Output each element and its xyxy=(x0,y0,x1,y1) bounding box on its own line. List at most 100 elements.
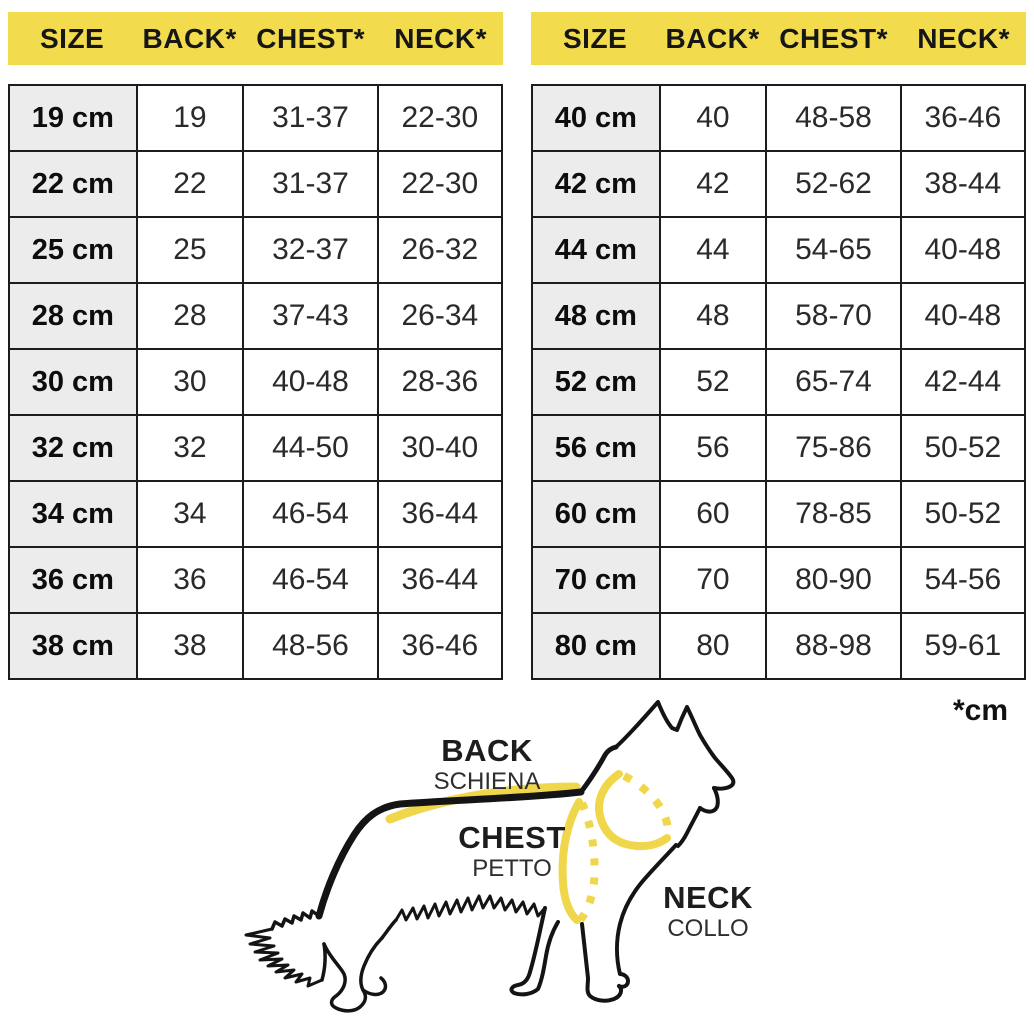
size-cell: 52 cm xyxy=(532,349,660,415)
size-cell: 60 cm xyxy=(532,481,660,547)
column-header: NECK* xyxy=(394,22,487,54)
size-cell: 28 cm xyxy=(9,283,137,349)
chest-label-it: PETTO xyxy=(472,854,552,882)
value-cell: 50-52 xyxy=(900,415,1025,481)
value-cell: 56 xyxy=(659,415,767,481)
value-cell: 42-44 xyxy=(900,349,1025,415)
value-cell: 40-48 xyxy=(900,283,1025,349)
size-cell: 42 cm xyxy=(532,151,660,217)
size-table-small-sizes: SIZE BACK* CHEST* NECK* 19 cm 19 31-37 22-30 22 … xyxy=(8,12,503,680)
value-cell: 48-56 xyxy=(243,613,378,679)
size-cell: 48 cm xyxy=(532,283,660,349)
value-cell: 34 xyxy=(136,481,244,547)
value-cell: 30-40 xyxy=(377,415,502,481)
value-cell: 38-44 xyxy=(900,151,1025,217)
value-cell: 28 xyxy=(136,283,244,349)
value-cell: 32-37 xyxy=(243,217,378,283)
back-label-en: BACK xyxy=(441,733,533,768)
neck-label-en: NECK xyxy=(663,880,753,915)
chest-girth-ring-solid xyxy=(558,798,583,924)
table-body: 40 cm 40 48-58 36-46 42 cm 42 52-62 38-44 44 cm 4… xyxy=(531,84,1026,680)
value-cell: 36-46 xyxy=(900,85,1025,151)
size-cell: 30 cm xyxy=(9,349,137,415)
size-cell: 32 cm xyxy=(9,415,137,481)
value-cell: 52-62 xyxy=(766,151,901,217)
size-cell: 25 cm xyxy=(9,217,137,283)
value-cell: 40-48 xyxy=(900,217,1025,283)
value-cell: 28-36 xyxy=(377,349,502,415)
value-cell: 80-90 xyxy=(766,547,901,613)
value-cell: 42 xyxy=(659,151,767,217)
value-cell: 36 xyxy=(136,547,244,613)
unit-footnote: *cm xyxy=(952,694,1008,727)
column-header: BACK* xyxy=(665,22,760,54)
value-cell: 19 xyxy=(136,85,244,151)
value-cell: 46-54 xyxy=(243,547,378,613)
value-cell: 25 xyxy=(136,217,244,283)
size-cell: 36 cm xyxy=(9,547,137,613)
neck-measure-label: NECK COLLO xyxy=(622,882,794,942)
value-cell: 75-86 xyxy=(766,415,901,481)
value-cell: 88-98 xyxy=(766,613,901,679)
value-cell: 54-65 xyxy=(766,217,901,283)
value-cell: 50-52 xyxy=(900,481,1025,547)
back-measure-label: BACK SCHIENA xyxy=(402,735,572,795)
value-cell: 31-37 xyxy=(243,151,378,217)
back-measure-line xyxy=(385,782,581,824)
column-header: CHEST* xyxy=(256,22,366,54)
value-cell: 26-34 xyxy=(377,283,502,349)
table-header-row: SIZE BACK* CHEST* NECK* xyxy=(531,12,1026,65)
value-cell: 32 xyxy=(136,415,244,481)
value-cell: 26-32 xyxy=(377,217,502,283)
size-cell: 19 cm xyxy=(9,85,137,151)
value-cell: 52 xyxy=(659,349,767,415)
size-cell: 40 cm xyxy=(532,85,660,151)
neck-girth-ring-solid xyxy=(595,770,671,851)
value-cell: 36-46 xyxy=(377,613,502,679)
neck-girth-ring-dashed xyxy=(622,772,672,833)
chest-measure-label: CHEST PETTO xyxy=(427,822,597,882)
dog-outline xyxy=(244,700,736,1013)
value-cell: 54-56 xyxy=(900,547,1025,613)
value-cell: 36-44 xyxy=(377,547,502,613)
chest-label-en: CHEST xyxy=(458,820,566,855)
size-cell: 56 cm xyxy=(532,415,660,481)
value-cell: 37-43 xyxy=(243,283,378,349)
value-cell: 58-70 xyxy=(766,283,901,349)
value-cell: 40-48 xyxy=(243,349,378,415)
size-cell: 22 cm xyxy=(9,151,137,217)
value-cell: 48 xyxy=(659,283,767,349)
column-header: BACK* xyxy=(142,22,237,54)
value-cell: 44 xyxy=(659,217,767,283)
column-header: SIZE xyxy=(562,22,628,54)
measurement-marks xyxy=(385,770,672,924)
value-cell: 40 xyxy=(659,85,767,151)
value-cell: 78-85 xyxy=(766,481,901,547)
size-table-large-sizes: SIZE BACK* CHEST* NECK* 40 cm 40 48-58 36-46 42 … xyxy=(531,12,1026,680)
column-header: CHEST* xyxy=(779,22,889,54)
dog-measurement-diagram xyxy=(244,700,736,1013)
value-cell: 31-37 xyxy=(243,85,378,151)
value-cell: 65-74 xyxy=(766,349,901,415)
size-cell: 80 cm xyxy=(532,613,660,679)
value-cell: 80 xyxy=(659,613,767,679)
value-cell: 59-61 xyxy=(900,613,1025,679)
table-header-row: SIZE BACK* CHEST* NECK* xyxy=(8,12,503,65)
size-cell: 38 cm xyxy=(9,613,137,679)
value-cell: 44-50 xyxy=(243,415,378,481)
value-cell: 22 xyxy=(136,151,244,217)
value-cell: 60 xyxy=(659,481,767,547)
neck-label-it: COLLO xyxy=(667,914,749,942)
column-header: SIZE xyxy=(39,22,105,54)
value-cell: 70 xyxy=(659,547,767,613)
chest-girth-ring-dashed xyxy=(576,801,599,923)
table-body: 19 cm 19 31-37 22-30 22 cm 22 31-37 22-30 25 cm 2… xyxy=(8,84,503,680)
column-header: NECK* xyxy=(917,22,1010,54)
size-cell: 34 cm xyxy=(9,481,137,547)
back-label-it: SCHIENA xyxy=(433,767,541,795)
value-cell: 30 xyxy=(136,349,244,415)
value-cell: 46-54 xyxy=(243,481,378,547)
value-cell: 38 xyxy=(136,613,244,679)
size-cell: 44 cm xyxy=(532,217,660,283)
